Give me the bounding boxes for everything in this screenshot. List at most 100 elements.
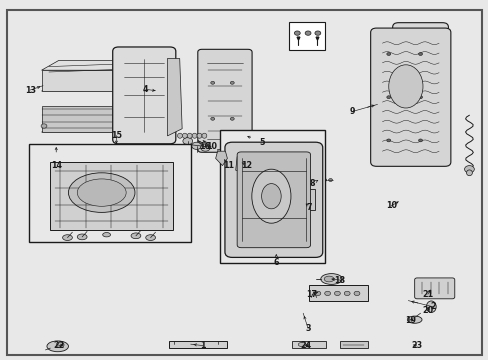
Ellipse shape (386, 139, 390, 142)
FancyBboxPatch shape (370, 28, 450, 166)
Bar (50, 162, 172, 230)
Ellipse shape (426, 301, 435, 312)
Polygon shape (167, 59, 182, 136)
Ellipse shape (316, 179, 320, 181)
Ellipse shape (386, 96, 390, 99)
Ellipse shape (62, 235, 72, 240)
Ellipse shape (407, 316, 421, 323)
Bar (289, 22, 324, 50)
Text: 23: 23 (410, 341, 421, 350)
Ellipse shape (41, 124, 47, 128)
Ellipse shape (210, 81, 214, 84)
Bar (339, 341, 367, 348)
Ellipse shape (192, 133, 197, 138)
Ellipse shape (191, 142, 201, 149)
Text: 6: 6 (273, 258, 279, 267)
Ellipse shape (324, 276, 333, 282)
Text: 18: 18 (334, 276, 345, 284)
Ellipse shape (187, 133, 192, 138)
Ellipse shape (322, 179, 326, 181)
Text: 24: 24 (300, 341, 310, 350)
Text: 20: 20 (422, 306, 432, 315)
Ellipse shape (298, 342, 305, 347)
Bar (292, 341, 325, 348)
FancyBboxPatch shape (224, 142, 322, 257)
Polygon shape (41, 82, 132, 91)
Ellipse shape (418, 53, 422, 55)
Polygon shape (41, 70, 115, 91)
Ellipse shape (131, 233, 141, 239)
Text: 14: 14 (51, 161, 61, 170)
Ellipse shape (344, 291, 349, 296)
Ellipse shape (145, 235, 155, 240)
Ellipse shape (251, 169, 290, 223)
Text: 3: 3 (305, 324, 310, 333)
Polygon shape (41, 106, 115, 132)
Bar (220, 130, 325, 263)
Text: 5: 5 (258, 138, 264, 147)
Text: 11: 11 (223, 161, 234, 170)
Polygon shape (217, 149, 237, 158)
Ellipse shape (334, 291, 340, 296)
Text: 2: 2 (429, 302, 435, 311)
FancyBboxPatch shape (197, 49, 252, 152)
Text: 8: 8 (308, 179, 314, 188)
Ellipse shape (200, 144, 210, 151)
Text: 13: 13 (25, 86, 36, 95)
Polygon shape (235, 157, 245, 171)
Polygon shape (41, 60, 132, 70)
Ellipse shape (294, 31, 300, 35)
Ellipse shape (56, 342, 64, 348)
Ellipse shape (77, 179, 126, 206)
Text: 16: 16 (199, 143, 209, 152)
Bar (304, 189, 314, 210)
Polygon shape (41, 123, 129, 132)
Ellipse shape (310, 179, 314, 181)
Polygon shape (115, 98, 129, 132)
Text: 7: 7 (305, 202, 311, 212)
Ellipse shape (418, 139, 422, 142)
Text: 15: 15 (111, 131, 122, 140)
Ellipse shape (77, 234, 87, 240)
Polygon shape (115, 60, 132, 91)
Text: 22: 22 (53, 341, 64, 350)
Ellipse shape (47, 341, 68, 352)
Polygon shape (215, 151, 227, 166)
FancyBboxPatch shape (392, 23, 447, 53)
Ellipse shape (386, 53, 390, 55)
Ellipse shape (324, 291, 330, 296)
Ellipse shape (182, 133, 187, 138)
Text: 4: 4 (142, 85, 148, 94)
Ellipse shape (230, 117, 234, 120)
Ellipse shape (305, 31, 310, 35)
Ellipse shape (177, 133, 182, 138)
Ellipse shape (466, 170, 471, 176)
Text: 10: 10 (205, 143, 216, 152)
Ellipse shape (314, 291, 320, 296)
Ellipse shape (102, 233, 110, 237)
Ellipse shape (197, 133, 202, 138)
Bar (308, 285, 367, 301)
FancyBboxPatch shape (112, 47, 176, 144)
Text: 12: 12 (241, 161, 252, 170)
Ellipse shape (388, 65, 422, 108)
Ellipse shape (320, 274, 342, 284)
Text: 9: 9 (348, 107, 354, 116)
Ellipse shape (230, 81, 234, 84)
Ellipse shape (464, 166, 473, 173)
Text: 1: 1 (200, 341, 205, 350)
Ellipse shape (328, 179, 332, 181)
Ellipse shape (418, 96, 422, 99)
Text: 19: 19 (405, 316, 415, 325)
Bar (29, 144, 190, 242)
Ellipse shape (210, 117, 214, 120)
Ellipse shape (353, 291, 359, 296)
Ellipse shape (68, 173, 135, 212)
Ellipse shape (183, 138, 192, 145)
Ellipse shape (202, 133, 206, 138)
Text: 21: 21 (422, 290, 432, 299)
Ellipse shape (314, 31, 320, 35)
Text: 10: 10 (385, 202, 396, 210)
FancyBboxPatch shape (237, 152, 310, 248)
Bar (168, 341, 227, 348)
